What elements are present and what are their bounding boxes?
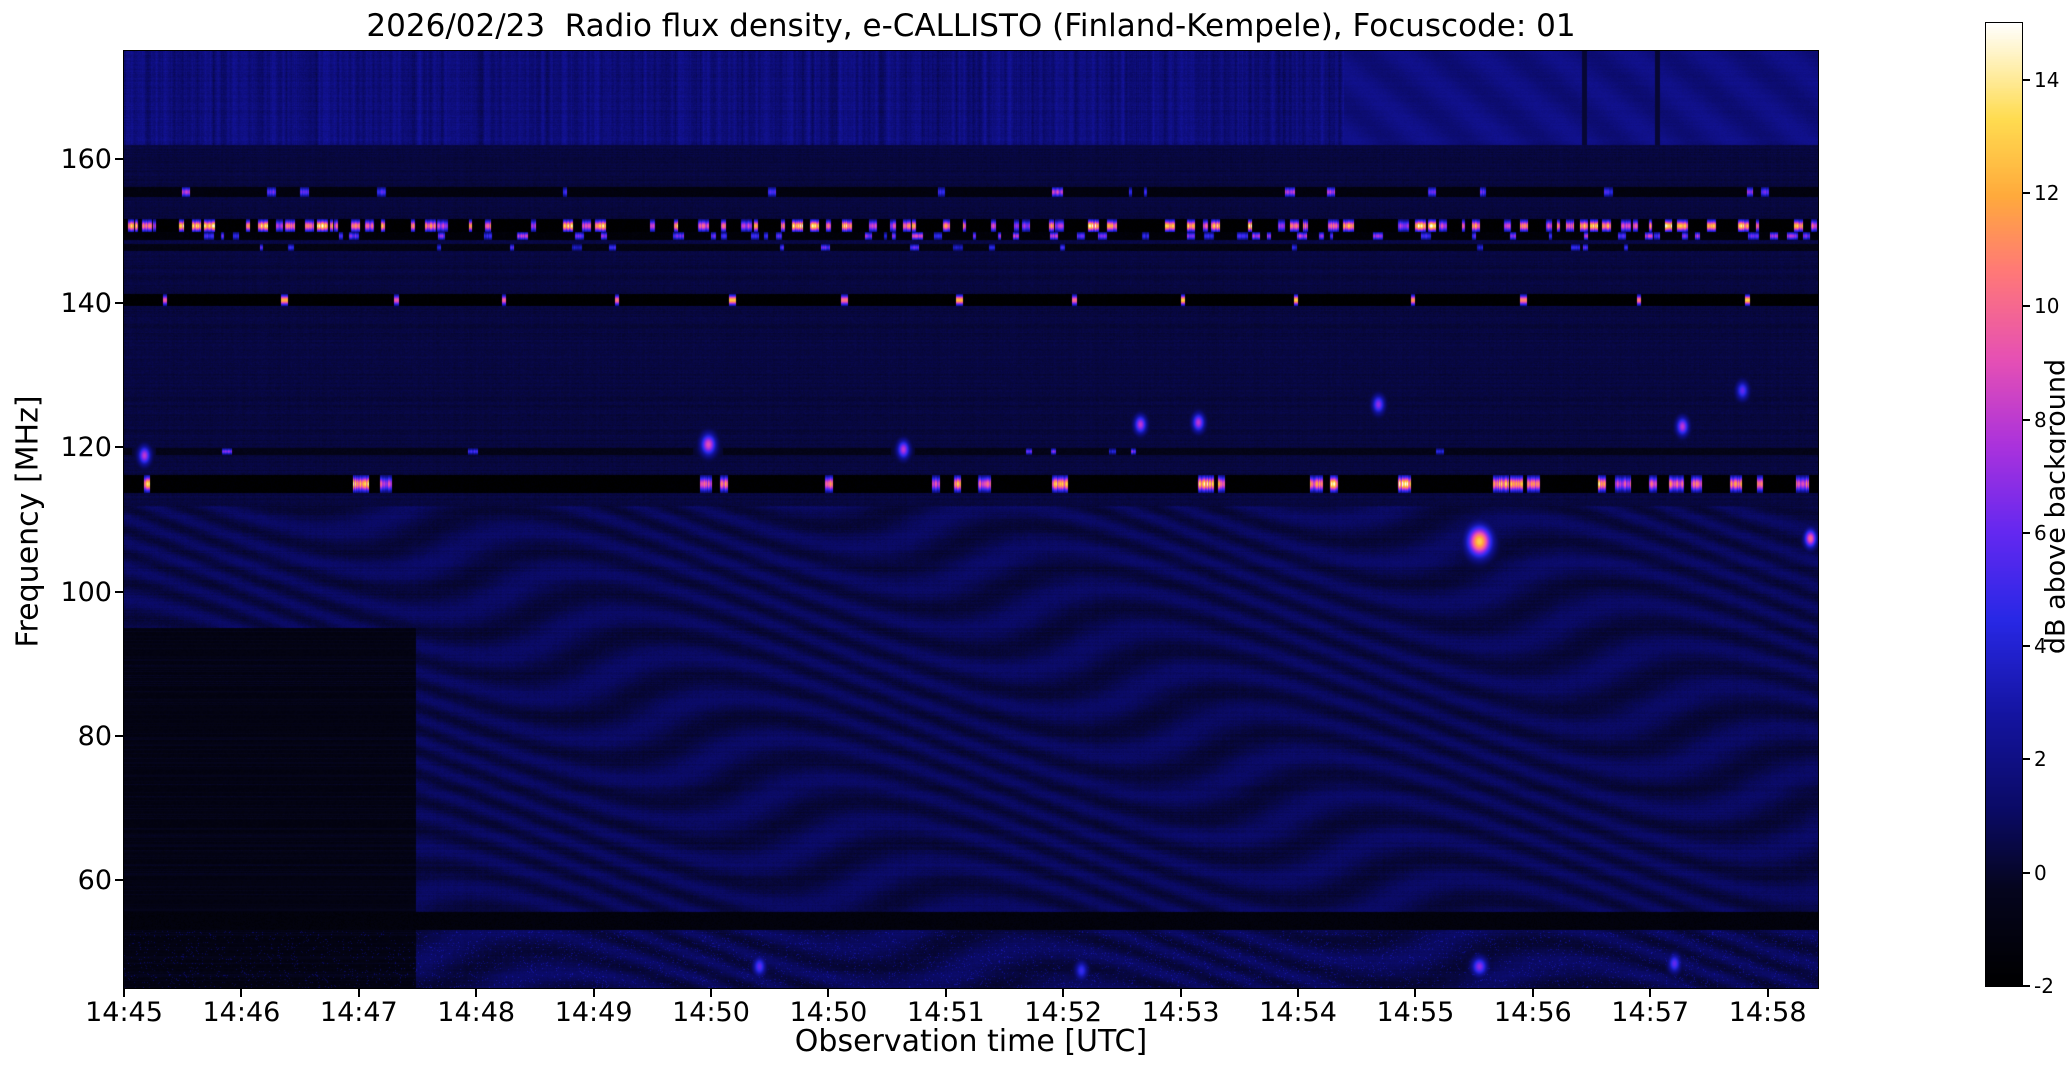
colorbar-tick-label: 10: [2034, 294, 2060, 319]
x-tick-label: 14:50: [789, 997, 868, 1028]
x-tick-mark: [123, 989, 125, 997]
x-tick-mark: [240, 989, 243, 997]
x-tick-label: 14:48: [437, 997, 516, 1028]
colorbar-tick-mark: [2023, 78, 2030, 81]
x-tick-mark: [1649, 989, 1652, 997]
x-tick-label: 14:54: [1259, 997, 1337, 1028]
x-tick-mark: [1062, 989, 1065, 997]
x-tick-label: 14:50: [672, 997, 750, 1028]
x-axis-label: Observation time [UTC]: [794, 1024, 1148, 1059]
x-tick-label: 14:45: [85, 997, 163, 1028]
x-tick-label: 14:56: [1493, 997, 1572, 1028]
x-tick-label: 14:53: [1141, 997, 1220, 1028]
colorbar-tick-label: 0: [2034, 860, 2047, 885]
y-tick-label: 140: [60, 288, 112, 320]
x-tick-mark: [357, 989, 360, 997]
x-tick-mark: [1414, 989, 1417, 997]
colorbar: [1985, 22, 2023, 987]
x-tick-mark: [1766, 989, 1769, 997]
colorbar-tick-label: -2: [2034, 974, 2054, 998]
y-tick-mark: [115, 302, 123, 305]
chart-title: 2026/02/23 Radio flux density, e-CALLIST…: [366, 8, 1576, 44]
y-tick-label: 80: [77, 720, 112, 752]
y-tick-label: 120: [60, 432, 112, 464]
x-tick-label: 14:57: [1611, 997, 1690, 1028]
y-tick-mark: [115, 158, 123, 161]
colorbar-canvas: [1986, 23, 2022, 986]
colorbar-tick-label: 12: [2034, 180, 2060, 205]
colorbar-tick-mark: [2023, 531, 2030, 534]
y-tick-mark: [115, 446, 123, 449]
x-tick-mark: [827, 989, 830, 997]
x-tick-label: 14:55: [1376, 997, 1455, 1028]
x-tick-label: 14:47: [319, 997, 398, 1028]
x-tick-mark: [592, 989, 595, 997]
colorbar-tick-mark: [2023, 758, 2030, 761]
colorbar-tick-mark: [2023, 645, 2030, 648]
y-tick-label: 100: [60, 576, 112, 608]
x-tick-mark: [1531, 989, 1534, 997]
y-tick-label: 160: [60, 144, 112, 176]
y-tick-mark: [115, 590, 123, 593]
colorbar-tick-mark: [2023, 871, 2030, 874]
colorbar-tick-label: 2: [2034, 747, 2047, 772]
x-tick-mark: [1179, 989, 1182, 997]
colorbar-tick-mark: [2023, 305, 2030, 308]
x-tick-label: 14:52: [1024, 997, 1103, 1028]
spectrogram-plot: [123, 50, 1819, 989]
x-tick-mark: [475, 989, 478, 997]
x-tick-label: 14:46: [202, 997, 281, 1028]
colorbar-label: dB above background: [2040, 358, 2066, 655]
colorbar-tick-label: 4: [2034, 634, 2047, 659]
colorbar-tick-mark: [2023, 191, 2030, 194]
y-tick-label: 60: [77, 864, 112, 896]
y-axis-label: Frequency [MHz]: [10, 395, 46, 648]
x-tick-mark: [944, 989, 947, 997]
x-tick-label: 14:58: [1728, 997, 1807, 1028]
x-tick-label: 14:51: [906, 997, 985, 1028]
colorbar-tick-mark: [2023, 418, 2030, 421]
y-tick-mark: [115, 878, 123, 881]
x-tick-mark: [1297, 989, 1299, 997]
colorbar-tick-mark: [2023, 985, 2030, 987]
x-tick-label: 14:49: [554, 997, 633, 1028]
colorbar-tick-label: 8: [2034, 407, 2047, 432]
colorbar-tick-label: 14: [2034, 67, 2060, 92]
spectrogram-canvas: [124, 51, 1818, 988]
y-tick-mark: [115, 734, 123, 737]
x-tick-mark: [710, 989, 712, 997]
colorbar-tick-label: 6: [2034, 520, 2047, 545]
